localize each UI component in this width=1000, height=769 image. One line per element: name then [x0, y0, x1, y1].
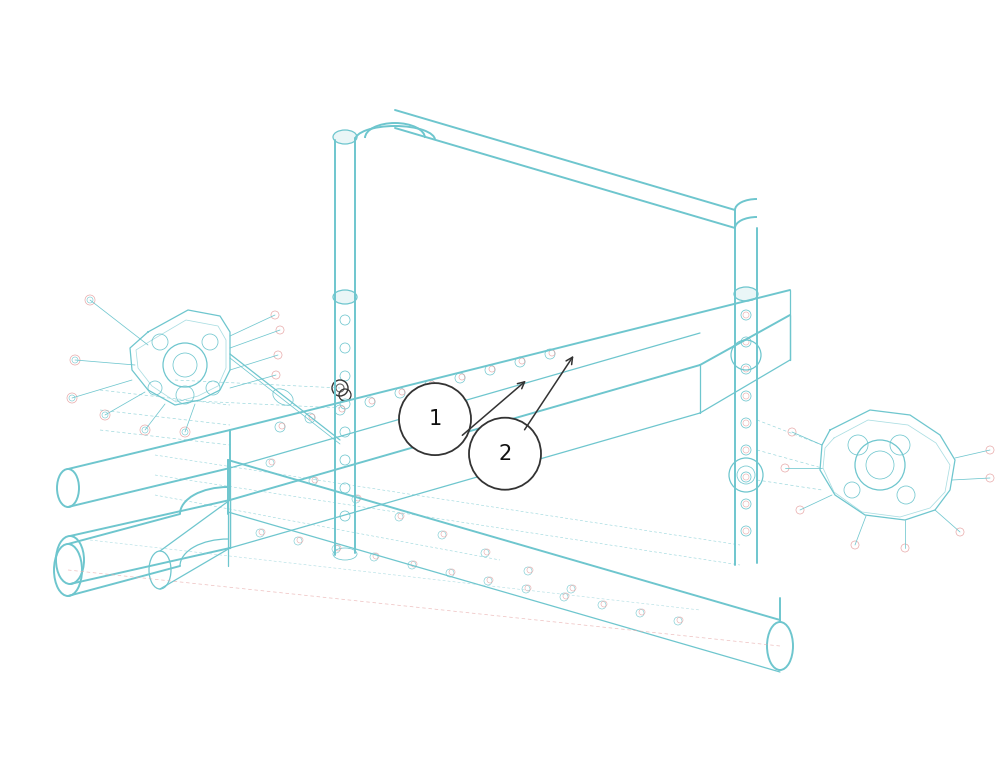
Ellipse shape [734, 287, 758, 301]
Text: 2: 2 [498, 444, 512, 464]
Ellipse shape [333, 290, 357, 304]
Circle shape [469, 418, 541, 490]
Ellipse shape [333, 130, 357, 144]
Text: 1: 1 [428, 409, 442, 429]
Circle shape [399, 383, 471, 455]
